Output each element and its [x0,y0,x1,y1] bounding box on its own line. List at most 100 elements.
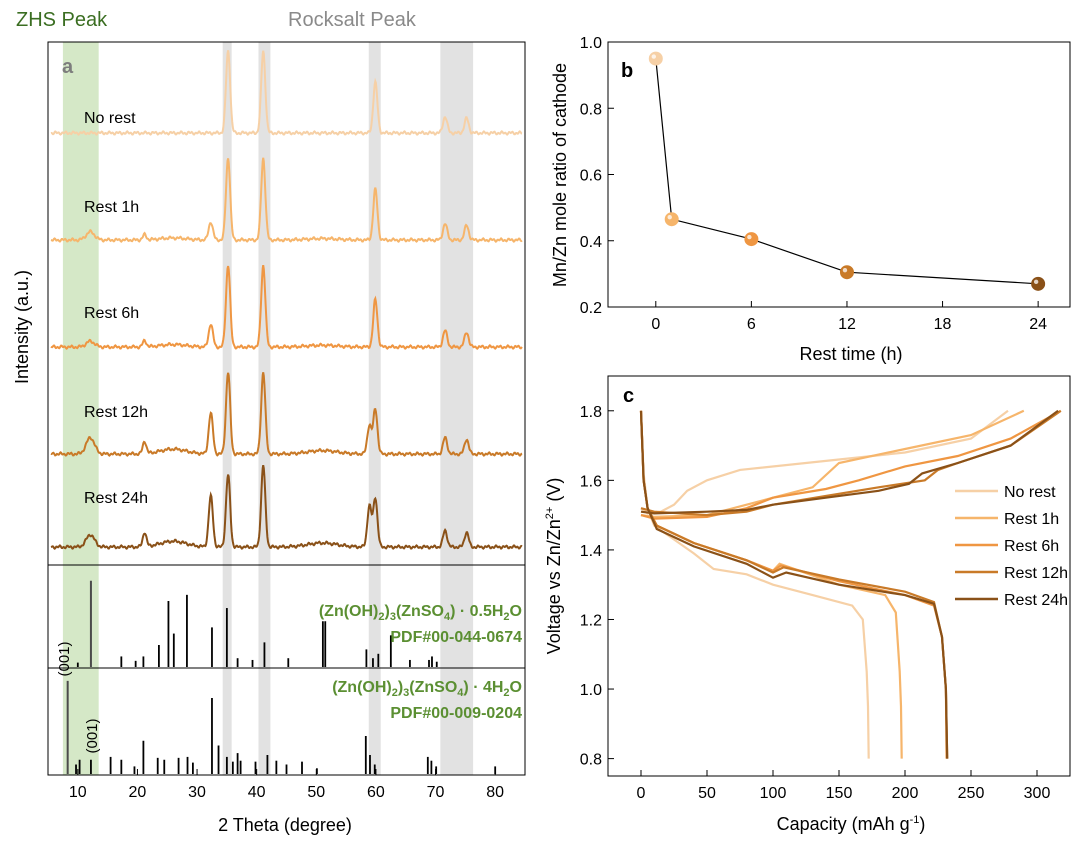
panel-c-legend-label: Rest 24h [1004,592,1068,609]
xrd-curve [50,465,523,550]
panel-b-y-tick-label: 0.6 [580,168,602,185]
xrd-curve-label: Rest 1h [84,199,139,216]
panel-a-frames [47,41,526,776]
panel-c-frame [607,375,1071,777]
xrd-curve-label: No rest [84,110,136,127]
panel-b-frame [607,41,1071,308]
panel-b-axes: 0 6 12 18 24 0.2 0.4 0.6 0.8 1.0 [580,35,1047,333]
panel-c-x-tick-label: 300 [1024,785,1051,802]
panel-b-data-point [1031,276,1046,291]
rocksalt-peak-label: Rocksalt Peak [288,9,417,31]
panel-c-x-tick-label: 50 [698,785,716,802]
panel-c-x-tick-label: 0 [637,785,646,802]
panel-a-x-tick-label: 10 [69,784,87,801]
panel-c-charge-curve [640,409,1059,515]
xrd-curve [50,264,523,350]
panel-b-y-tick-label: 0.8 [580,101,602,118]
panel-b-x-axis-title: Rest time (h) [799,344,902,364]
panel-b-y-tick-label: 1.0 [580,35,602,52]
panel-b-x-tick-label: 6 [747,316,756,333]
panel-c-curves [639,409,1062,759]
panel-c-charge-curve [640,409,1062,517]
panel-c-x-axis-title: Capacity (mAh g-1) [777,814,926,834]
panel-a-reference-sticks [66,580,497,774]
panel-a-x-tick-label: 60 [367,784,385,801]
rocksalt-band [440,42,474,775]
panel-a-x-tick-label: 50 [307,784,325,801]
panel-a-curve-labels: No rest Rest 1h Rest 6h Rest 12h Rest 24h [84,110,148,507]
reference-1-formula: (Zn(OH)2)3(ZnSO4) · 0.5H2O [319,603,522,623]
xrd-curve [50,157,523,243]
panel-c-x-tick-label: 150 [826,785,853,802]
xrd-curve-label: Rest 24h [84,490,148,507]
panel-c-y-tick-label: 0.8 [580,752,602,769]
reference-2-miller-index: (001) [84,718,101,753]
panel-b-point-highlight [747,234,752,240]
panel-c-x-tick-label: 250 [958,785,985,802]
panel-b-connecting-line [655,58,1039,285]
xrd-curve [50,372,523,457]
panel-c-legend-label: Rest 6h [1004,538,1059,555]
panel-c-legend-label: No rest [1004,484,1056,501]
panel-b-label: b [621,60,633,82]
panel-c-charge-curve [640,409,1062,520]
rocksalt-band [222,42,232,775]
panel-b-data-point [744,232,759,247]
panel-b-x-tick-label: 18 [934,316,952,333]
panel-c-label: c [623,385,634,407]
panel-c-y-tick-label: 1.2 [580,612,602,629]
panel-a-xrd: ZHS Peak Rocksalt Peak a No rest Rest 1h R… [12,9,526,835]
panel-b-y-tick-label: 0.4 [580,234,602,251]
panel-a-y-axis-title: Intensity (a.u.) [12,270,32,384]
panel-c-legend-label: Rest 1h [1004,511,1059,528]
panel-b-ratio: b 0 6 12 18 240.20.40.60.81.0 Rest time (h) … [550,35,1071,364]
panel-c-x-tick-label: 200 [892,785,919,802]
panel-c-y-tick-label: 1.4 [580,543,602,560]
zhs-peak-label: ZHS Peak [16,9,108,31]
panel-c-legend: No rest Rest 1h Rest 6h Rest 12h Rest 24h [955,484,1068,609]
xrd-curve [50,50,523,136]
panel-a-x-tick-label: 40 [248,784,266,801]
reference-1-miller-index: (001) [56,641,73,676]
panel-a-x-axis: 10 20 30 40 50 60 70 80 [69,769,504,801]
panel-a-x-tick-label: 20 [129,784,147,801]
panel-c-y-tick-label: 1.6 [580,473,602,490]
panel-a-x-tick-label: 80 [486,784,504,801]
rocksalt-band [258,42,271,775]
panel-b-data [648,51,1046,291]
panel-b-x-tick-label: 24 [1029,316,1047,333]
reference-1-pdf: PDF#00-044-0674 [390,629,522,646]
panel-c-y-tick-label: 1.0 [580,682,602,699]
panel-c-y-tick-label: 1.8 [580,404,602,421]
zhs-band [62,42,99,775]
panel-c-x-tick-label: 100 [760,785,787,802]
panel-b-point-highlight [651,54,656,59]
panel-b-data-point [648,51,663,66]
panel-b-x-tick-label: 0 [651,316,660,333]
panel-b-point-highlight [1033,279,1039,285]
panel-a-x-axis-title: 2 Theta (degree) [218,815,352,835]
panel-a-reference-2-frame [47,667,526,776]
panel-a-reference-text: (Zn(OH)2)3(ZnSO4) · 0.5H2O PDF#00-044-06… [56,603,522,754]
panel-b-y-tick-label: 0.2 [580,300,602,317]
panel-b-x-tick-label: 12 [838,316,856,333]
reference-2-pdf: PDF#00-009-0204 [390,705,522,722]
panel-c-y-axis-title: Voltage vs Zn/Zn2+ (V) [544,478,564,655]
panel-c-voltage-capacity: c 0 50 100 150 200 250 300 0.8 1.0 1.2 1.4 1.6 1.8 N… [544,375,1071,834]
reference-2-formula: (Zn(OH)2)3(ZnSO4) · 4H2O [332,679,522,699]
panel-c-axes: 0 50 100 150 200 250 300 0.8 1.0 1.2 1.4 1.6 1.8 [580,404,1051,802]
panel-b-data-point [664,212,679,227]
panel-b-data-point [839,265,854,280]
panel-a-x-tick-label: 30 [188,784,206,801]
panel-a-curves [50,50,523,550]
xrd-curve-label: Rest 12h [84,404,148,421]
panel-c-charge-curve [640,409,1025,519]
panel-a-label: a [62,56,74,78]
panel-b-point-highlight [667,215,672,220]
xrd-curve-label: Rest 6h [84,305,139,322]
panel-b-point-highlight [842,268,848,273]
panel-c-legend-label: Rest 12h [1004,565,1068,582]
panel-a-x-tick-label: 70 [427,784,445,801]
panel-b-y-axis-title: Mn/Zn mole ratio of cathode [550,63,570,287]
